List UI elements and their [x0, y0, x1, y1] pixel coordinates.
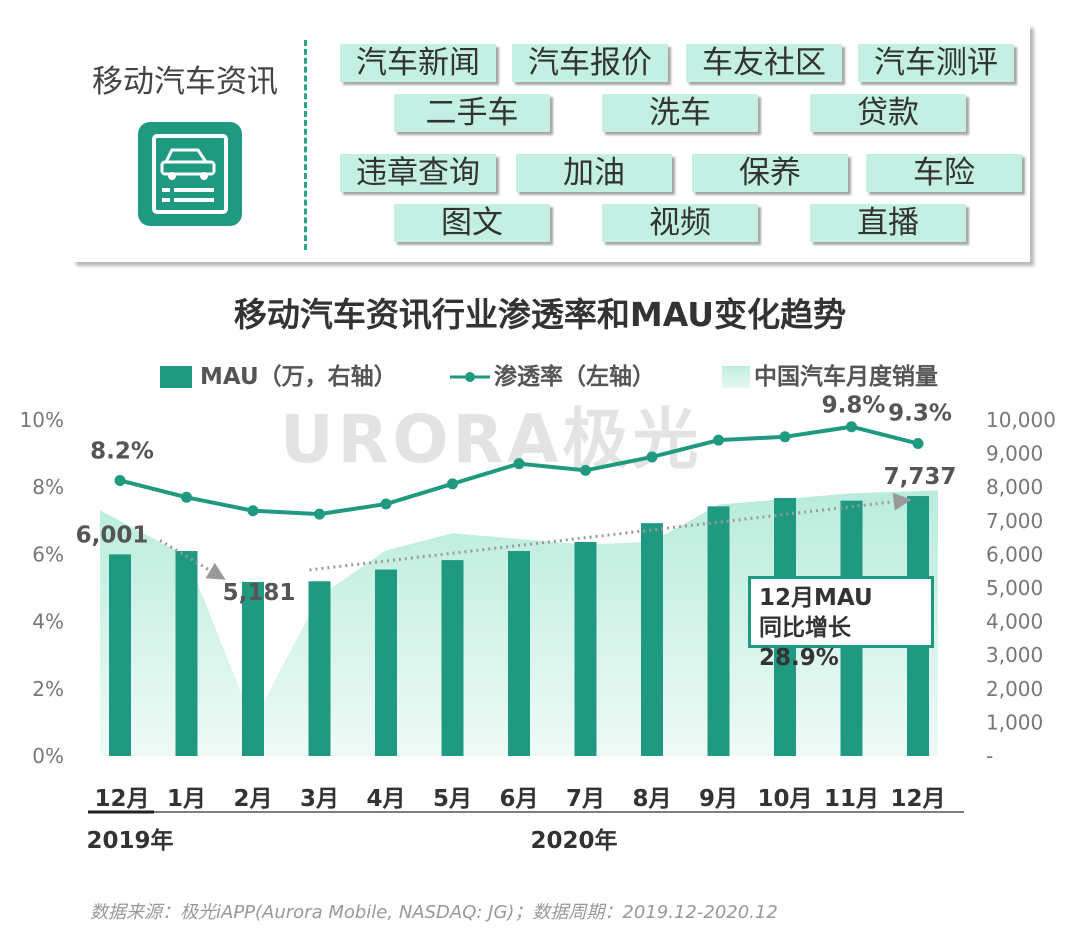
category-tag: 车险 [866, 154, 1022, 192]
penetration-point [846, 421, 857, 433]
data-label: 9.3% [888, 401, 952, 427]
category-tag: 汽车新闻 [340, 44, 496, 82]
data-label: 6,001 [76, 522, 149, 548]
callout-line1: 12月MAU [759, 585, 873, 611]
left-axis-tick: 10% [20, 408, 64, 432]
category-tag: 二手车 [394, 94, 550, 132]
category-panel: 移动汽车资讯 汽车新闻 汽车报价 车友社区 汽车测评二手车 洗车 贷款违章查询 加油 保养 车险… [72, 24, 1030, 262]
mau-bar [508, 551, 530, 756]
category-tag: 直播 [810, 204, 966, 242]
right-axis-tick: 4,000 [986, 610, 1043, 634]
category-tag: 汽车报价 [512, 44, 668, 82]
data-label: 8.2% [90, 438, 154, 464]
mau-bar [441, 560, 464, 756]
x-axis-tick: 12月 [94, 786, 149, 812]
x-axis-tick: 8月 [632, 786, 671, 812]
trend-arrow-short [159, 539, 226, 580]
right-axis-tick: 9,000 [986, 442, 1043, 466]
x-axis-tick: 6月 [499, 786, 538, 812]
category-tag: 保养 [692, 154, 848, 192]
mau-bar [641, 523, 663, 756]
penetration-point [447, 478, 458, 490]
callout-line2: 同比增长28.9% [759, 615, 851, 671]
legend-line-swatch [450, 372, 490, 382]
legend-mau-label: MAU（万，右轴） [200, 364, 397, 390]
left-axis-tick: 8% [32, 475, 64, 499]
right-axis-tick: 2,000 [986, 677, 1043, 701]
panel-divider [304, 40, 307, 250]
category-tag: 视频 [602, 204, 758, 242]
x-axis-tick: 12月 [890, 786, 945, 812]
legend-area-swatch [722, 366, 750, 388]
x-axis-tick: 2月 [233, 786, 272, 812]
data-label: 7,737 [884, 464, 957, 490]
data-label: 9.8% [822, 393, 886, 419]
penetration-point [380, 498, 392, 510]
right-axis-tick: 7,000 [986, 509, 1043, 533]
trend-arrow-long [309, 492, 912, 572]
left-axis-tick: 0% [32, 744, 64, 768]
mau-bar [707, 506, 730, 756]
legend-mau: MAU（万，右轴） [160, 362, 420, 392]
source-note: 数据来源：极光iAPP(Aurora Mobile, NASDAQ: JG)；数… [90, 902, 778, 923]
penetration-point [513, 458, 525, 470]
right-axis-tick: - [986, 744, 993, 768]
x-axis-tick: 3月 [300, 786, 339, 812]
penetration-point [114, 474, 126, 486]
data-label: 5,181 [223, 580, 296, 606]
x-axis-tick: 7月 [566, 786, 605, 812]
mau-bar [308, 581, 331, 756]
left-axis-tick: 2% [32, 677, 64, 701]
panel-title: 移动汽车资讯 [92, 64, 278, 100]
legend-penetration-label: 渗透率（左轴） [494, 364, 655, 390]
year-label-2019: 2019年 [86, 827, 173, 854]
legend-sales-label: 中国汽车月度销量 [754, 364, 938, 390]
penetration-point [646, 451, 658, 463]
penetration-point [247, 505, 259, 517]
x-axis-tick: 5月 [433, 786, 472, 812]
left-axis-tick: 4% [32, 610, 64, 634]
x-axis-tick: 1月 [167, 786, 206, 812]
category-tag: 违章查询 [340, 154, 496, 192]
mau-bar [242, 581, 264, 756]
category-tag: 贷款 [810, 94, 966, 132]
penetration-point [779, 431, 791, 443]
mau-bar [375, 569, 397, 756]
car-document-icon [138, 122, 242, 226]
watermark: URORA极光 [280, 401, 702, 478]
legend-sales: 中国汽车月度销量 [722, 362, 962, 392]
mau-bar [574, 541, 597, 756]
category-tag: 加油 [516, 154, 672, 192]
x-axis-tick: 4月 [366, 786, 405, 812]
penetration-point [314, 508, 325, 520]
x-axis-tick: 10月 [757, 786, 812, 812]
penetration-point [580, 464, 591, 476]
mau-bar [175, 551, 198, 756]
mau-growth-callout: 12月MAU 同比增长28.9% [748, 576, 934, 671]
penetration-point [713, 434, 724, 446]
penetration-point [181, 491, 192, 503]
legend-penetration: 渗透率（左轴） [450, 362, 680, 392]
x-axis-tick: 11月 [824, 786, 879, 812]
penetration-point [912, 438, 924, 450]
x-axis-tick: 9月 [699, 786, 738, 812]
chart-title: 移动汽车资讯行业渗透率和MAU变化趋势 [233, 295, 847, 334]
category-tag: 洗车 [602, 94, 758, 132]
category-tag: 图文 [394, 204, 550, 242]
right-axis-tick: 3,000 [986, 643, 1043, 667]
category-tag: 汽车测评 [858, 44, 1014, 82]
right-axis-tick: 6,000 [986, 542, 1043, 566]
mau-bar [109, 554, 131, 756]
right-axis-tick: 1,000 [986, 710, 1043, 734]
category-tag: 车友社区 [686, 44, 842, 82]
legend-bar-swatch [160, 366, 192, 388]
right-axis-tick: 5,000 [986, 576, 1043, 600]
year-label-2020: 2020年 [530, 827, 617, 854]
right-axis-tick: 10,000 [986, 408, 1056, 432]
right-axis-tick: 8,000 [986, 475, 1043, 499]
left-axis-tick: 6% [32, 542, 64, 566]
